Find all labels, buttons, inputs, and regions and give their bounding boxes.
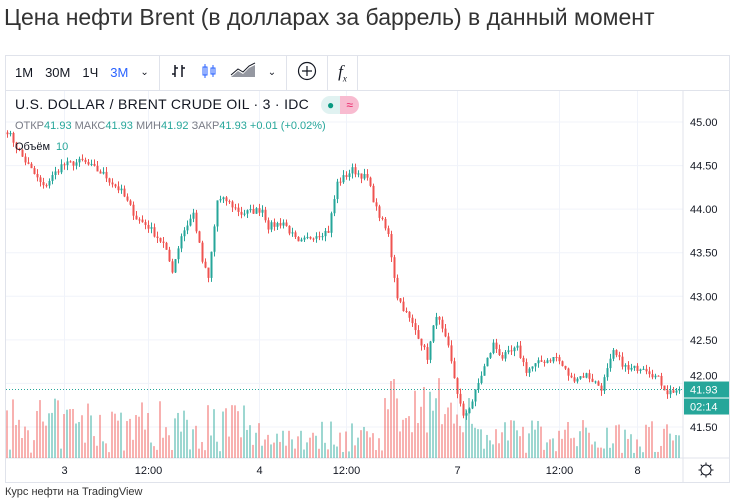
plus-circle-icon[interactable] bbox=[291, 61, 323, 84]
chevron-down-icon[interactable]: ⌄ bbox=[140, 67, 149, 78]
fx-icon[interactable]: fx bbox=[338, 61, 347, 84]
volume-legend: Объём 10 bbox=[15, 141, 68, 153]
chart-widget bbox=[5, 55, 730, 483]
footer-link[interactable]: Курс нефти на TradingView bbox=[5, 486, 143, 498]
candles-icon[interactable] bbox=[194, 62, 224, 83]
bar-chart-icon[interactable] bbox=[164, 62, 194, 83]
chevron-down-icon[interactable]: ⌄ bbox=[267, 67, 277, 78]
interval-1m[interactable]: 1М bbox=[15, 65, 34, 80]
volume-value: 10 bbox=[56, 141, 69, 153]
interval-1h[interactable]: 1Ч bbox=[82, 65, 99, 80]
open-value: 41.93 bbox=[44, 120, 72, 132]
area-chart-icon[interactable] bbox=[224, 62, 262, 83]
interval-30m[interactable]: 30М bbox=[45, 65, 71, 80]
high-value: 41.93 bbox=[105, 120, 133, 132]
open-label: ОТКР bbox=[15, 120, 45, 132]
symbol-legend: U.S. DOLLAR / BRENT CRUDE OIL · 3 · IDC … bbox=[15, 96, 360, 115]
interval-3m[interactable]: 3М bbox=[110, 65, 129, 80]
market-open-icon: ● bbox=[321, 96, 341, 115]
high-label: МАКС bbox=[74, 120, 106, 132]
close-value: 41.93 bbox=[219, 120, 247, 132]
status-pill[interactable]: ● ≈ bbox=[321, 96, 360, 115]
chart-toolbar: 1М 30М 1Ч 3М ⌄ ⌄ fx bbox=[5, 55, 730, 91]
ohlc-values: ОТКР41.93 МАКС41.93 МИН41.92 ЗАКР41.93 +… bbox=[15, 120, 326, 132]
change-value: +0.01 (+0.02%) bbox=[249, 120, 326, 132]
volume-label: Объём bbox=[15, 141, 51, 153]
low-label: МИН bbox=[135, 120, 161, 132]
page-title: Цена нефти Brent (в долларах за баррель)… bbox=[4, 4, 655, 30]
symbol-name: U.S. DOLLAR / BRENT CRUDE OIL · 3 · IDC bbox=[15, 96, 310, 112]
close-label: ЗАКР bbox=[191, 120, 220, 132]
delayed-data-icon: ≈ bbox=[340, 96, 360, 115]
low-value: 41.92 bbox=[160, 120, 189, 132]
